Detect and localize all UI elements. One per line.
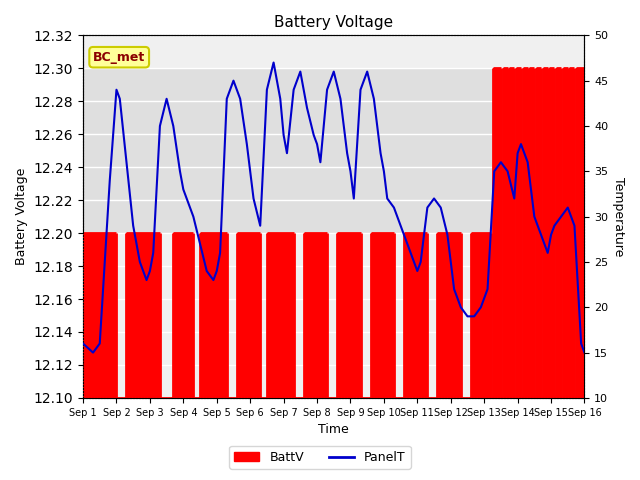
Text: BC_met: BC_met [93, 51, 145, 64]
Y-axis label: Temperature: Temperature [612, 177, 625, 256]
Title: Battery Voltage: Battery Voltage [274, 15, 394, 30]
Y-axis label: Battery Voltage: Battery Voltage [15, 168, 28, 265]
X-axis label: Time: Time [318, 423, 349, 436]
Legend: BattV, PanelT: BattV, PanelT [229, 446, 411, 469]
Bar [83, 68, 584, 233]
